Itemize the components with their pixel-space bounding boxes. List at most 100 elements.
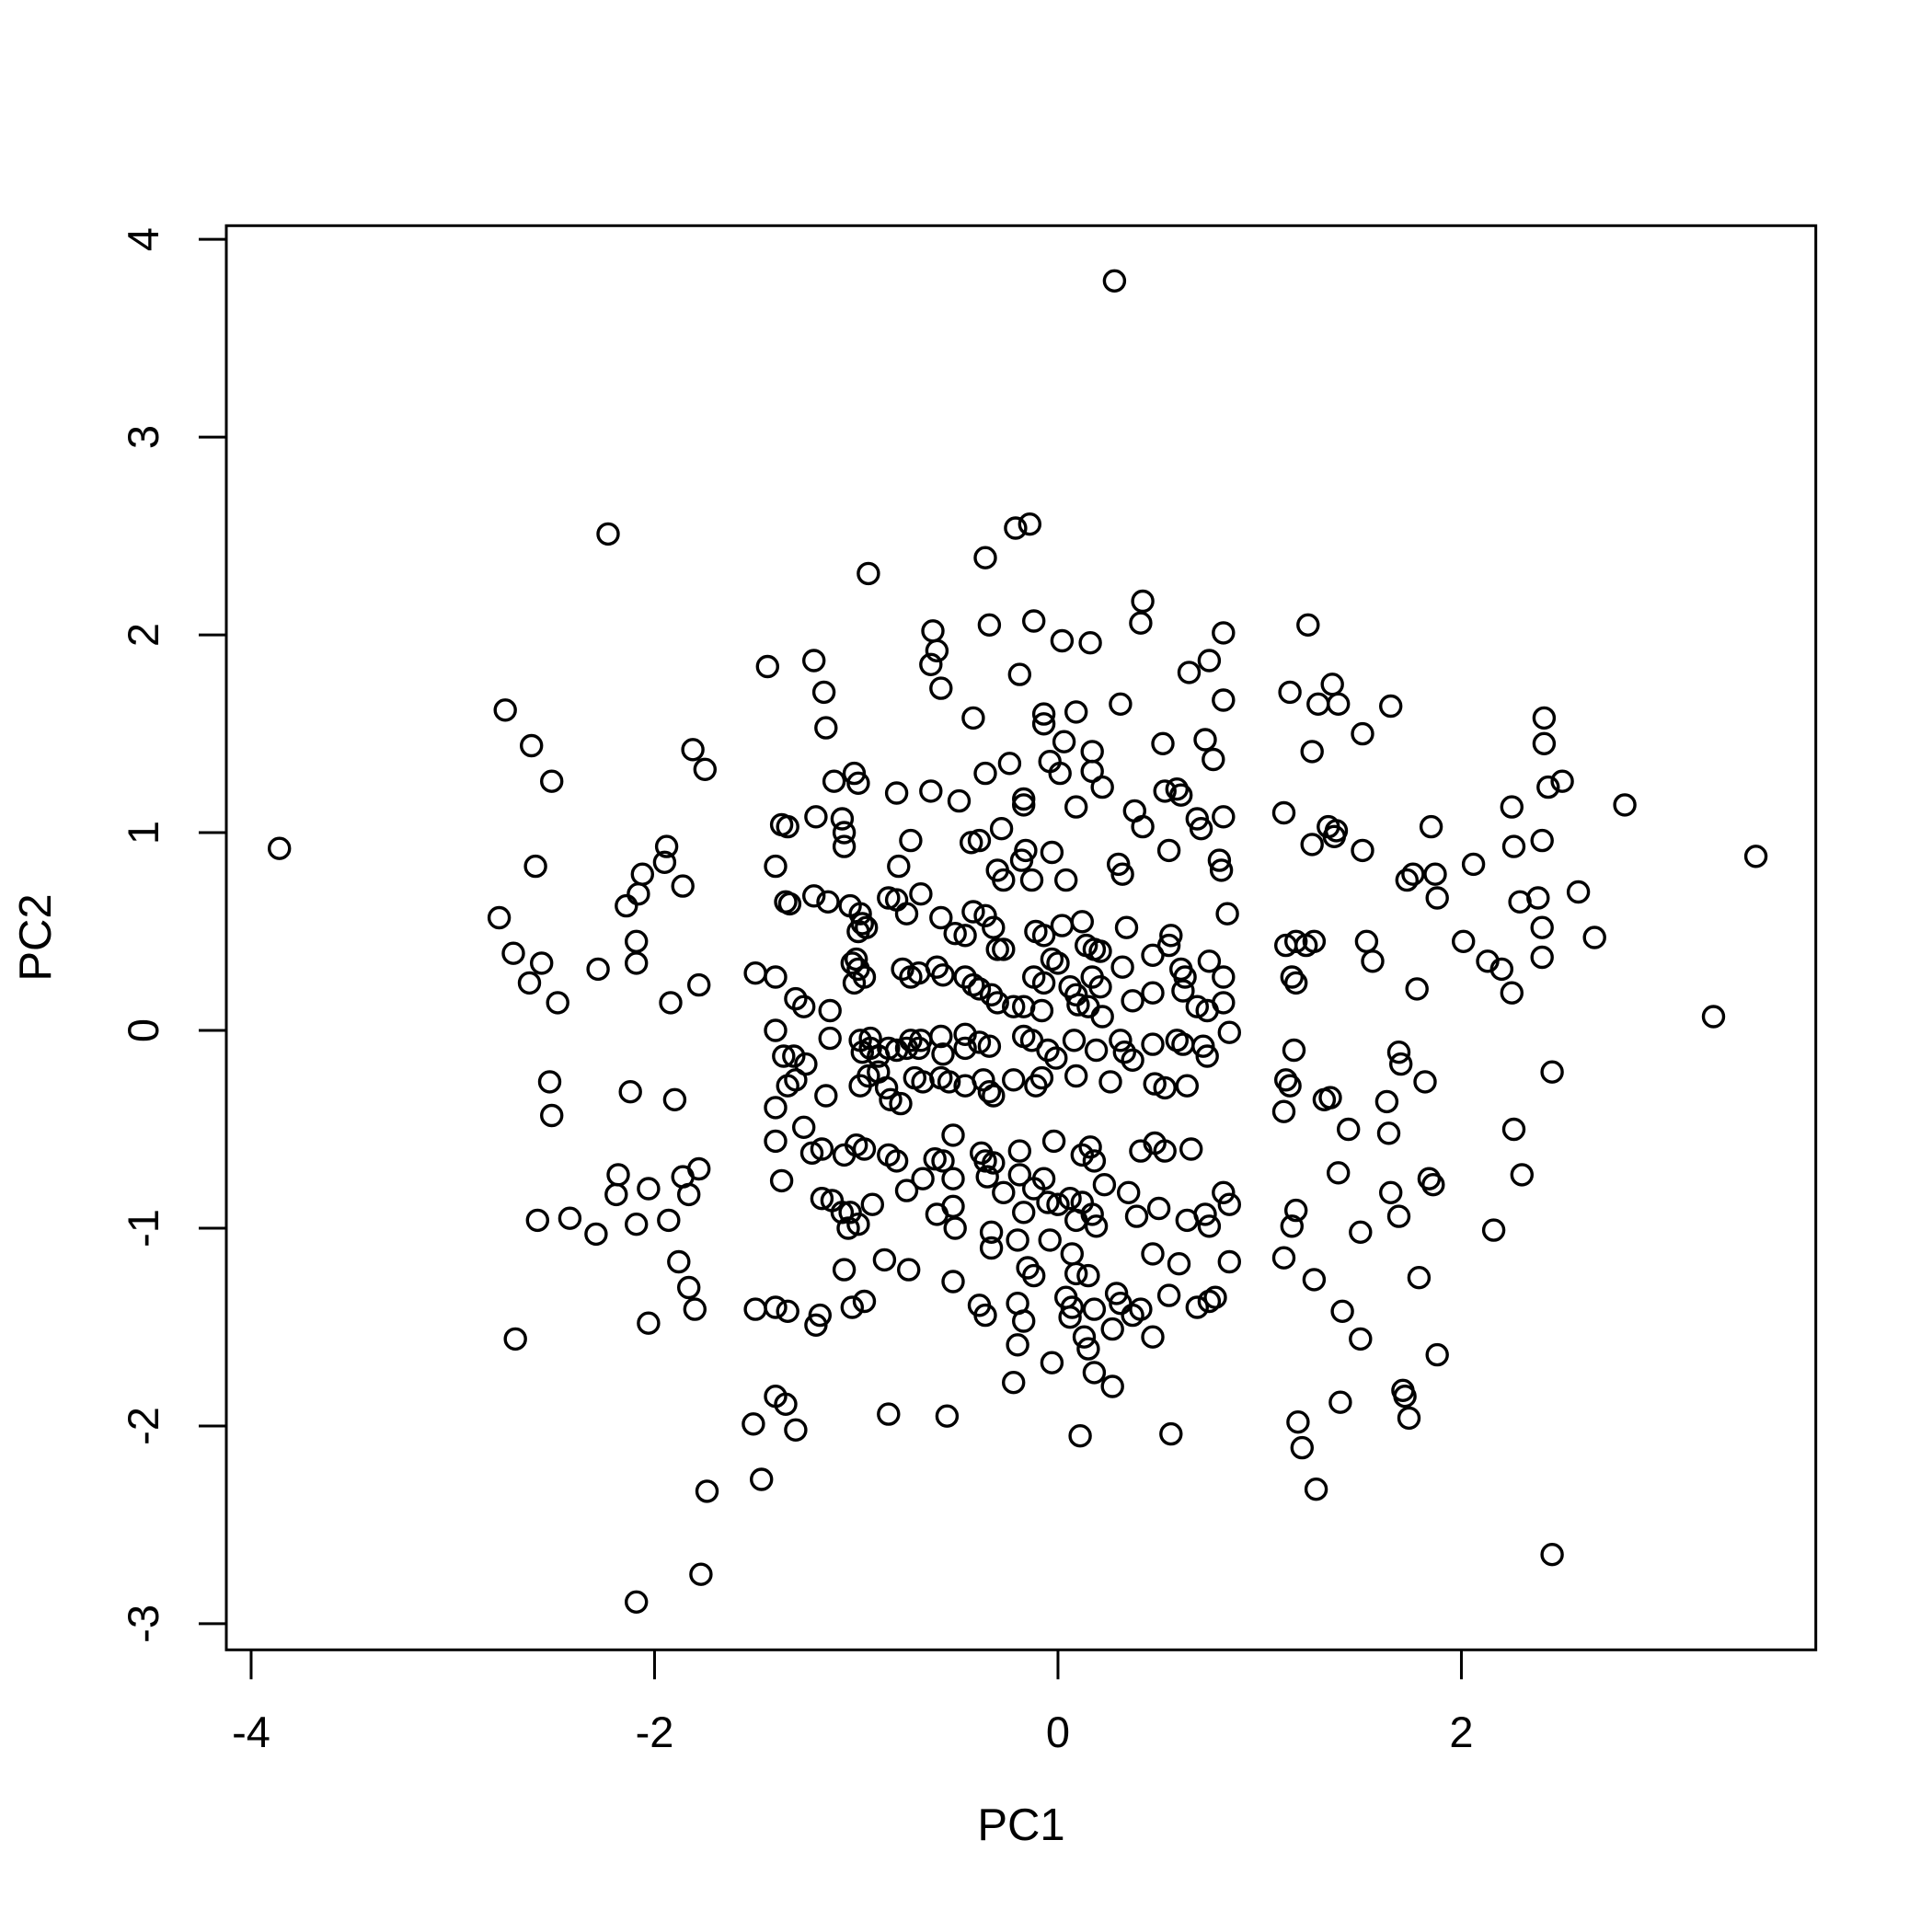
data-point [836, 1216, 860, 1240]
data-point [784, 1068, 808, 1092]
data-point [1011, 1201, 1036, 1225]
data-point [860, 1192, 884, 1216]
data-point [1011, 793, 1036, 817]
data-point [802, 884, 826, 908]
data-point [1121, 989, 1144, 1013]
data-point [1421, 1172, 1445, 1197]
data-point [840, 1295, 864, 1319]
data-point [1526, 886, 1550, 910]
data-point [1328, 1390, 1352, 1414]
data-point [540, 1103, 564, 1128]
data-point [992, 1180, 1016, 1205]
data-point [1006, 1333, 1029, 1357]
data-point [1001, 1370, 1026, 1395]
data-point [546, 991, 569, 1015]
data-point [637, 1177, 661, 1201]
data-point [1386, 1040, 1411, 1064]
data-point [1290, 1435, 1315, 1460]
data-point [1080, 740, 1104, 764]
data-point [982, 1151, 1006, 1175]
data-point [925, 638, 949, 662]
data-point [1376, 1121, 1401, 1145]
data-point [764, 1096, 788, 1120]
data-point [1393, 1384, 1417, 1409]
data-point [1273, 1068, 1298, 1092]
data-point [776, 1299, 799, 1324]
data-point [652, 850, 677, 874]
data-point [1197, 649, 1222, 673]
data-point [1029, 1065, 1054, 1090]
data-point [1064, 795, 1088, 819]
data-point [1207, 848, 1232, 872]
data-point [695, 1479, 719, 1503]
data-point [1501, 834, 1526, 858]
data-point [1001, 995, 1026, 1018]
data-point [961, 706, 985, 730]
data-point [1417, 1167, 1442, 1190]
data-point [693, 757, 717, 781]
data-point [627, 882, 650, 906]
data-point [1121, 1048, 1144, 1073]
data-point [1215, 902, 1239, 926]
data-point [919, 652, 943, 676]
data-point [810, 1186, 834, 1211]
data-point [1082, 1149, 1107, 1173]
data-point [832, 1258, 857, 1282]
data-point [681, 738, 705, 762]
data-point [1278, 680, 1302, 705]
data-point [1212, 688, 1236, 712]
data-point [586, 957, 610, 982]
data-point [1613, 793, 1637, 817]
data-point [1124, 1204, 1149, 1228]
data-point [1212, 991, 1236, 1015]
data-point [1153, 1075, 1177, 1100]
data-point [931, 1149, 955, 1173]
data-point [899, 1029, 923, 1052]
data-point [1354, 929, 1379, 953]
data-point [1212, 805, 1236, 829]
data-point [840, 951, 864, 975]
data-point [1018, 512, 1042, 536]
plot-border [224, 224, 1818, 1651]
data-point [897, 1258, 921, 1282]
data-point [1001, 1068, 1026, 1092]
data-point [1212, 1180, 1236, 1205]
data-point [1109, 1291, 1133, 1316]
data-point [1109, 692, 1133, 716]
data-point [1009, 848, 1034, 872]
data-point [1076, 1337, 1100, 1361]
data-point [1146, 1196, 1171, 1221]
data-point [1286, 1409, 1310, 1434]
data-point [1532, 706, 1557, 730]
data-point [1500, 795, 1524, 819]
data-point [814, 1084, 838, 1108]
data-point [931, 1042, 955, 1066]
data-point [982, 915, 1006, 939]
data-point [1102, 269, 1127, 293]
data-point [671, 874, 695, 898]
data-point [1084, 1214, 1109, 1238]
data-point [764, 1129, 788, 1154]
data-point [1318, 1086, 1342, 1110]
data-point [1532, 731, 1557, 755]
data-point [953, 965, 977, 989]
data-points [268, 269, 1768, 1615]
data-point [909, 882, 933, 906]
data-point [891, 957, 914, 982]
data-point [818, 998, 842, 1023]
data-point [792, 995, 816, 1018]
data-point [977, 1034, 1002, 1058]
data-point [667, 1249, 691, 1274]
data-point [943, 922, 967, 946]
data-point [743, 960, 767, 985]
data-point [1185, 1295, 1210, 1319]
data-point [979, 1236, 1004, 1260]
data-point [818, 1026, 842, 1051]
data-point [850, 1040, 874, 1064]
y-tick-label: 1 [119, 821, 167, 845]
data-point [1171, 1032, 1195, 1056]
data-point [1167, 1251, 1191, 1276]
data-point [1159, 924, 1183, 948]
data-point [792, 1115, 816, 1140]
data-point [929, 1024, 953, 1049]
